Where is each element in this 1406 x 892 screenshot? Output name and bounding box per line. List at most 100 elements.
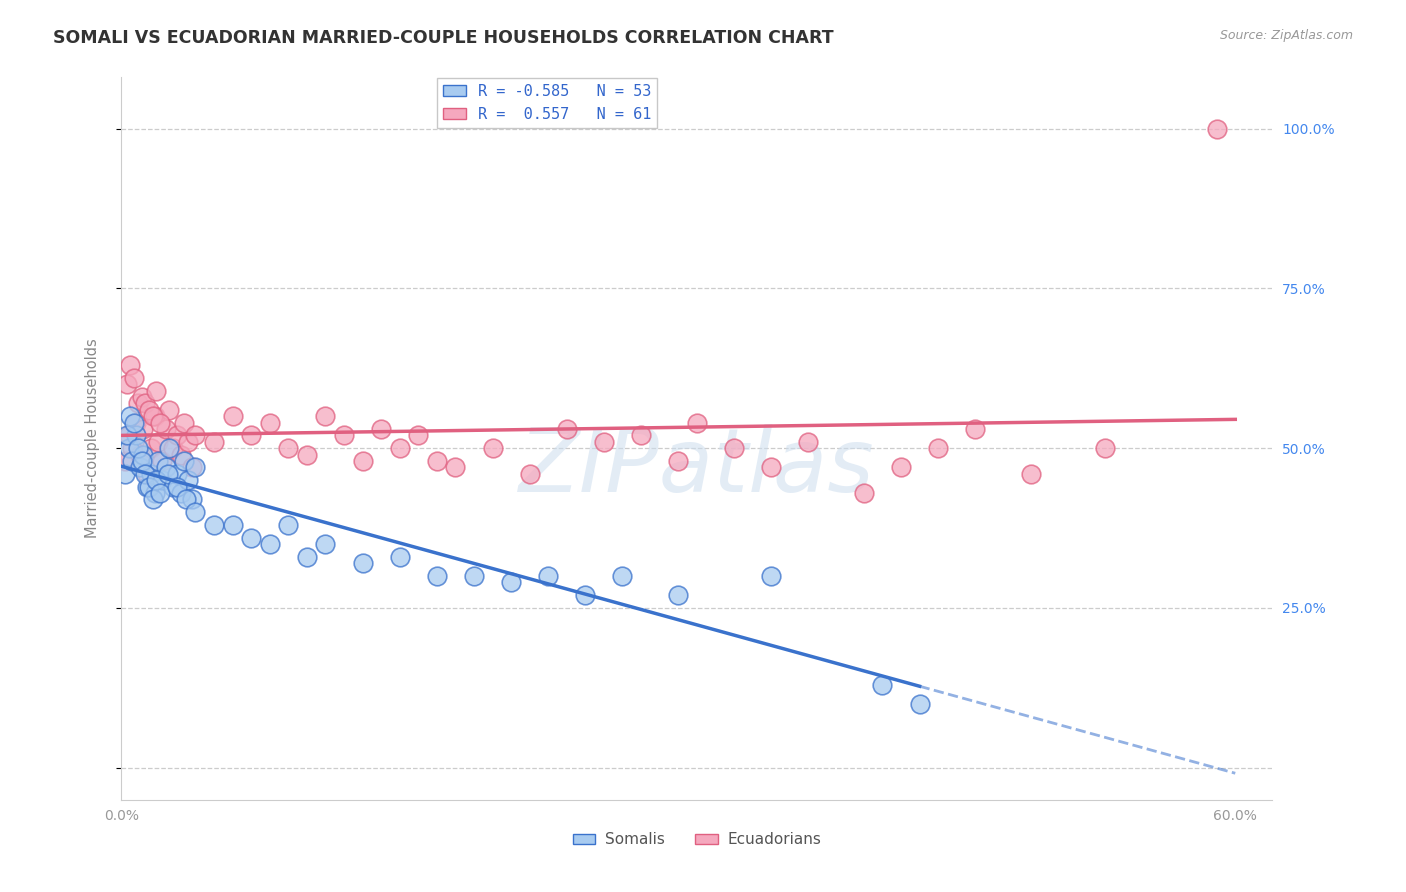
Point — [134, 467, 156, 481]
Point — [166, 428, 188, 442]
Point — [444, 460, 467, 475]
Point — [259, 416, 281, 430]
Point — [388, 441, 411, 455]
Point — [221, 517, 243, 532]
Point — [202, 517, 225, 532]
Point — [352, 556, 374, 570]
Point — [155, 422, 177, 436]
Point — [202, 434, 225, 449]
Point — [908, 697, 931, 711]
Point — [1019, 467, 1042, 481]
Point — [1094, 441, 1116, 455]
Point — [139, 467, 162, 481]
Point — [426, 454, 449, 468]
Point — [314, 409, 336, 424]
Point — [184, 460, 207, 475]
Legend: R = -0.585   N = 53, R =  0.557   N = 61: R = -0.585 N = 53, R = 0.557 N = 61 — [437, 78, 658, 128]
Point — [965, 422, 987, 436]
Point — [115, 428, 138, 442]
Point — [555, 422, 578, 436]
Point — [1205, 121, 1227, 136]
Point — [128, 460, 150, 475]
Text: ZIPatlas: ZIPatlas — [519, 425, 875, 510]
Point — [890, 460, 912, 475]
Point — [131, 390, 153, 404]
Point — [759, 569, 782, 583]
Point — [156, 467, 179, 481]
Point — [149, 486, 172, 500]
Point — [127, 396, 149, 410]
Point — [125, 428, 148, 442]
Point — [797, 434, 820, 449]
Point — [184, 428, 207, 442]
Point — [138, 479, 160, 493]
Point — [136, 479, 159, 493]
Point — [145, 473, 167, 487]
Point — [155, 460, 177, 475]
Point — [666, 454, 689, 468]
Point — [240, 428, 263, 442]
Point — [139, 441, 162, 455]
Point — [121, 441, 143, 455]
Point — [277, 517, 299, 532]
Point — [630, 428, 652, 442]
Point — [142, 409, 165, 424]
Point — [134, 396, 156, 410]
Point — [314, 537, 336, 551]
Point — [114, 454, 136, 468]
Point — [173, 454, 195, 468]
Point — [150, 473, 173, 487]
Point — [162, 441, 184, 455]
Point — [574, 588, 596, 602]
Point — [501, 575, 523, 590]
Point — [122, 416, 145, 430]
Point — [463, 569, 485, 583]
Point — [177, 434, 200, 449]
Point — [173, 416, 195, 430]
Point — [406, 428, 429, 442]
Point — [131, 454, 153, 468]
Point — [177, 473, 200, 487]
Point — [537, 569, 560, 583]
Point — [120, 409, 142, 424]
Point — [277, 441, 299, 455]
Point — [122, 371, 145, 385]
Point — [132, 448, 155, 462]
Point — [145, 384, 167, 398]
Point — [180, 492, 202, 507]
Text: Source: ZipAtlas.com: Source: ZipAtlas.com — [1219, 29, 1353, 42]
Point — [143, 486, 166, 500]
Point — [166, 479, 188, 493]
Point — [125, 416, 148, 430]
Point — [157, 402, 180, 417]
Point — [259, 537, 281, 551]
Point — [927, 441, 949, 455]
Point — [686, 416, 709, 430]
Point — [180, 460, 202, 475]
Point — [872, 678, 894, 692]
Point — [852, 486, 875, 500]
Point — [121, 454, 143, 468]
Point — [221, 409, 243, 424]
Point — [174, 492, 197, 507]
Point — [157, 441, 180, 455]
Point — [240, 531, 263, 545]
Point — [114, 467, 136, 481]
Point — [723, 441, 745, 455]
Point — [148, 454, 170, 468]
Point — [138, 402, 160, 417]
Point — [612, 569, 634, 583]
Point — [759, 460, 782, 475]
Point — [132, 422, 155, 436]
Point — [593, 434, 616, 449]
Point — [115, 377, 138, 392]
Point — [333, 428, 356, 442]
Point — [117, 441, 139, 455]
Y-axis label: Married-couple Households: Married-couple Households — [86, 339, 100, 539]
Point — [169, 448, 191, 462]
Point — [426, 569, 449, 583]
Point — [117, 428, 139, 442]
Point — [143, 409, 166, 424]
Point — [481, 441, 503, 455]
Point — [184, 505, 207, 519]
